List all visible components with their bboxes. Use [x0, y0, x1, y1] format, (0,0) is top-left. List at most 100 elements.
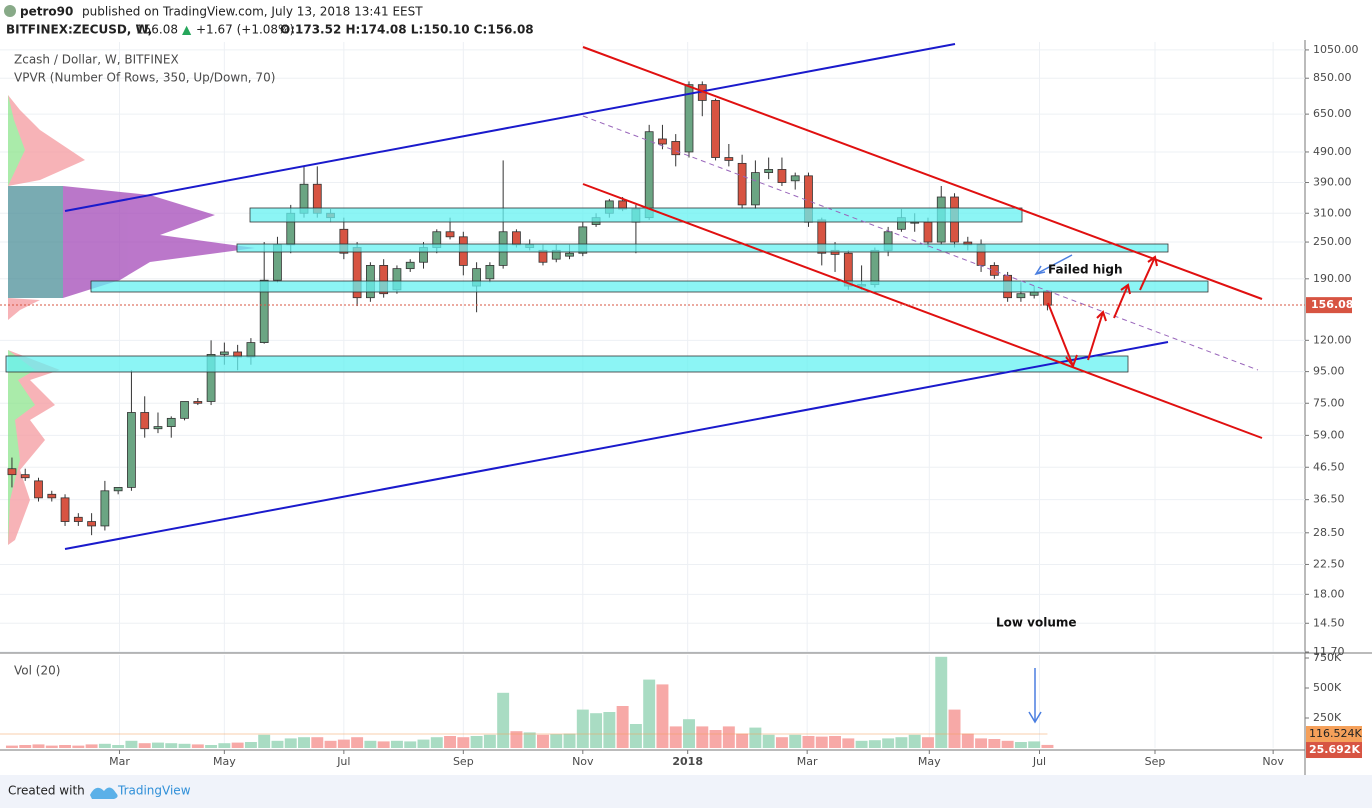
volume-bar — [351, 737, 364, 748]
y-tick-label: 95.00 — [1313, 365, 1345, 378]
channel-line — [582, 46, 1263, 300]
candle-body — [405, 261, 415, 270]
candle-body — [1029, 291, 1039, 296]
zone — [90, 280, 1209, 293]
volume-bar — [563, 733, 576, 748]
volume-bar — [138, 743, 151, 748]
y-tick-label: 36.50 — [1313, 493, 1345, 506]
x-tick-label: Jul — [336, 755, 350, 768]
candle-body — [379, 265, 389, 295]
projection — [1047, 255, 1158, 369]
x-tick-label: May — [918, 755, 941, 768]
volume-bar — [908, 734, 921, 748]
ma-tag — [1306, 726, 1362, 743]
candle-body — [485, 265, 495, 280]
volume-bar — [218, 743, 231, 748]
price-tag-label: 156.08 — [1311, 298, 1353, 311]
arrow-head — [1147, 255, 1158, 267]
volume-bar — [430, 737, 443, 748]
y-tick-label: 190.00 — [1313, 272, 1352, 285]
volume-bar — [656, 684, 669, 748]
volume-bar — [85, 744, 98, 748]
volume-bar — [550, 734, 563, 748]
y-tick-label: 490.00 — [1313, 145, 1352, 158]
volume-bar — [855, 740, 868, 748]
subtitle: VPVR (Number Of Rows, 350, Up/Down, 70) — [14, 71, 275, 85]
volume-bar — [404, 741, 417, 748]
volume-bar — [98, 743, 111, 748]
candle-body — [671, 141, 681, 156]
arrow — [1113, 284, 1129, 319]
volume-bar — [271, 740, 284, 748]
y-tick-label: 59.00 — [1313, 428, 1345, 441]
candle-body — [180, 401, 189, 419]
mid-line — [582, 115, 1259, 371]
volume-bar — [457, 737, 470, 748]
volume-bar — [298, 737, 310, 748]
volume-bar — [5, 745, 18, 748]
x-tick-label: May — [213, 755, 236, 768]
annotation: Failed high — [1048, 263, 1123, 277]
candle-body — [711, 100, 720, 158]
up-sign: ▲ — [182, 23, 192, 37]
candle-body — [7, 468, 17, 476]
arrow-head — [1065, 354, 1078, 369]
candle-body — [445, 231, 455, 238]
vol-tick-label: 250K — [1313, 711, 1342, 724]
volume-bar — [882, 738, 895, 748]
candle-body — [20, 474, 30, 479]
vol-tag-label: 25.692K — [1309, 743, 1360, 756]
volume-bar — [696, 726, 709, 748]
x-tick-label: Mar — [109, 755, 130, 768]
vpvr-up — [8, 298, 40, 320]
candle-body — [1043, 290, 1052, 306]
x-tick-label: Sep — [1145, 755, 1166, 768]
brand[interactable]: TradingView — [117, 784, 191, 798]
candle-body — [658, 138, 667, 145]
y-tick-label: 310.00 — [1313, 206, 1352, 219]
zone — [249, 207, 1023, 223]
x-tick-label: Jul — [1032, 755, 1046, 768]
drawings: Failed high Low volume — [0, 43, 1305, 724]
y-tick-label: 75.00 — [1313, 396, 1345, 409]
y-tick-label: 650.00 — [1313, 107, 1352, 120]
volume-bar — [1028, 741, 1041, 748]
volume-bar — [125, 740, 138, 748]
volume-bar — [576, 709, 589, 748]
logo[interactable] — [90, 787, 118, 799]
volume-bar — [961, 733, 974, 748]
candle-body — [193, 401, 203, 404]
volume-bar — [483, 734, 496, 748]
volume-bar — [590, 713, 603, 748]
volume-bar — [377, 741, 390, 748]
vpvr-down — [8, 350, 35, 545]
x-tick-label: Nov — [572, 755, 594, 768]
volume-bar — [444, 736, 457, 748]
volume-title: Vol (20) — [14, 664, 60, 678]
volume-bar — [537, 734, 549, 748]
volume-bar — [603, 712, 616, 748]
channel-line — [582, 183, 1263, 439]
volume-bar — [284, 738, 297, 748]
y-tick-label: 18.00 — [1313, 587, 1345, 600]
y-tick-label: 120.00 — [1313, 333, 1352, 346]
candle-body — [166, 417, 176, 427]
y-tick-label: 1050.00 — [1313, 43, 1359, 56]
volume-bar — [231, 742, 244, 748]
trend-line — [64, 341, 1169, 550]
volume-bar — [178, 743, 191, 748]
arrow — [1139, 256, 1156, 291]
volume-bar — [390, 740, 403, 748]
volume-bar — [643, 679, 656, 748]
candle-body — [1016, 293, 1026, 299]
volume-bar — [669, 726, 682, 748]
volume-bar — [829, 736, 842, 748]
volume-bar — [45, 745, 58, 748]
volume-bar — [815, 736, 828, 748]
candle-body — [751, 172, 760, 206]
volume-bar — [749, 727, 762, 748]
volume-bar — [868, 740, 881, 748]
candle-body — [206, 354, 216, 402]
